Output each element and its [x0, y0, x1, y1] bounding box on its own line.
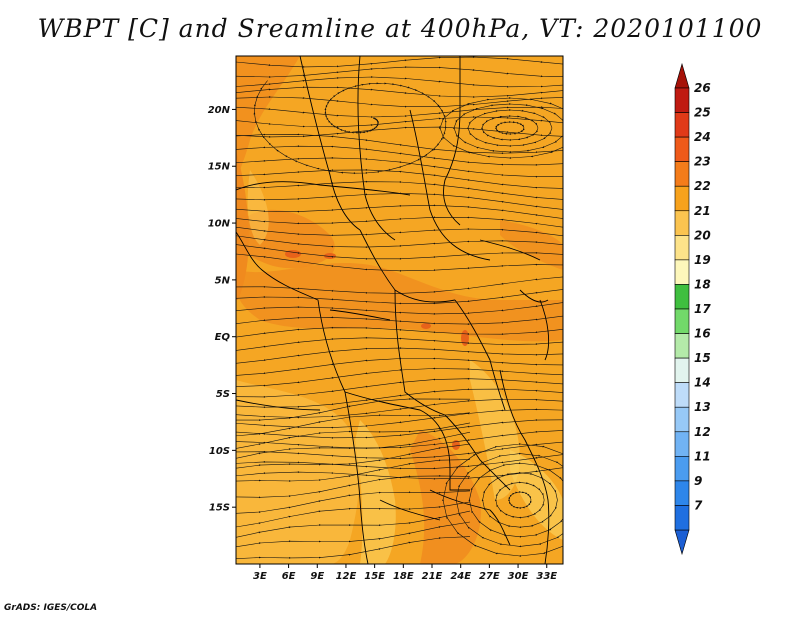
colorbar-label: 22 [694, 179, 711, 193]
lat-tick-label: 15S [209, 503, 230, 514]
streamline-easterly [236, 253, 563, 272]
longitude-axis: 3E 6E 9E 12E 15E 18E 21E 24E 27E 30E 33E [253, 564, 557, 582]
streamline-north [236, 116, 563, 128]
lon-tick-label: 15E [364, 571, 385, 582]
colorbar-label: 11 [694, 449, 711, 463]
streamline-easterly [236, 326, 563, 338]
colorbar-label: 7 [694, 498, 703, 512]
colorbar-box [674, 161, 690, 187]
colorbar-label: 24 [694, 130, 711, 144]
lon-tick-label: 24E [450, 571, 471, 582]
lat-tick-label: 10N [208, 219, 231, 230]
map-frame [235, 55, 564, 565]
lon-tick-label: 3E [253, 571, 267, 582]
lon-tick-label: 12E [336, 571, 357, 582]
colorbar-label: 9 [694, 474, 702, 488]
colorbar-box [674, 431, 690, 457]
lon-tick-label: 33E [536, 571, 557, 582]
streamline-north [236, 126, 563, 138]
colorbar-label: 14 [694, 376, 711, 390]
map-panel [235, 55, 564, 565]
colorbar-box [674, 259, 690, 285]
streamline-north [236, 106, 563, 118]
colorbar-label: 25 [694, 106, 711, 120]
streamline-anticyclone-southeast [442, 443, 563, 557]
colorbar-box [674, 333, 690, 359]
colorbar-box [674, 357, 690, 383]
colorbar-box [674, 406, 690, 433]
lat-tick-label: EQ [215, 332, 231, 343]
streamline-westerly [236, 536, 471, 560]
colorbar-label: 13 [694, 400, 711, 414]
colorbar-label: 15 [694, 351, 711, 365]
lat-tick-label: 15N [208, 162, 231, 173]
streamline-easterly [236, 289, 563, 305]
lat-tick-label: 10S [209, 446, 230, 457]
colorbar-label: 19 [694, 253, 711, 267]
colorbar-box [674, 235, 690, 261]
colorbar-box [674, 87, 690, 113]
streamline-easterly [236, 315, 563, 326]
hotspot-east [461, 330, 469, 346]
lat-tick-label: 20N [208, 105, 231, 116]
lon-tick-label: 18E [393, 571, 414, 582]
latitude-axis: 20N 15N 10N 5N EQ 5S 10S 15S [208, 105, 236, 514]
streamline-easterly [236, 204, 563, 219]
colorbar-box [674, 185, 690, 212]
colorbar-box [674, 136, 690, 162]
colorbar-label: 18 [694, 277, 711, 291]
colorbar-label: 26 [694, 81, 711, 95]
colorbar-box [674, 210, 690, 236]
colorbar-box [674, 112, 690, 138]
lon-tick-label: 27E [479, 571, 500, 582]
colorbar-label: 16 [694, 327, 711, 341]
credit-label: GrADS: IGES/COLA [4, 603, 98, 613]
streamline-north [236, 66, 563, 78]
lon-tick-label: 9E [310, 571, 324, 582]
hotspot-central [421, 323, 431, 329]
lon-tick-label: 6E [282, 571, 296, 582]
coastline-horn [539, 299, 550, 361]
shade-light-west [247, 170, 269, 245]
colorbar-box [674, 456, 690, 482]
lat-tick-label: 5N [215, 275, 231, 286]
colorbar-box [674, 308, 690, 334]
streamline-easterly [236, 336, 563, 351]
colorbar-label: 12 [694, 425, 711, 439]
lon-tick-label: 21E [422, 571, 443, 582]
colorbar-box [674, 480, 690, 506]
colorbar-label: 17 [694, 302, 711, 316]
colorbar: 26 25 24 23 22 21 20 19 18 17 16 15 14 13 12 11 9 7 [674, 62, 711, 556]
colorbar-box [674, 284, 690, 310]
colorbar-bottom-arrow [674, 529, 690, 556]
streamlines [236, 56, 563, 560]
streamline-easterly [236, 235, 563, 249]
streamline-easterly [236, 192, 563, 210]
chart-title: WBPT [C] and Sreamline at 400hPa, VT: 20… [37, 14, 763, 43]
streamline-easterly [236, 302, 563, 315]
shade-dark-northwest [236, 56, 300, 180]
colorbar-box [674, 505, 690, 531]
lon-tick-label: 30E [508, 571, 529, 582]
streamline-easterly [236, 216, 563, 228]
colorbar-label: 20 [694, 228, 711, 242]
colorbar-label: 23 [694, 155, 711, 169]
streamline-easterly [236, 347, 563, 364]
colorbar-label: 21 [694, 204, 711, 218]
streamline-easterly [236, 226, 563, 237]
colorbar-box [674, 382, 690, 408]
streamline-north [236, 86, 563, 98]
colorbar-top-arrow [674, 62, 690, 89]
lat-tick-label: 5S [216, 389, 230, 400]
